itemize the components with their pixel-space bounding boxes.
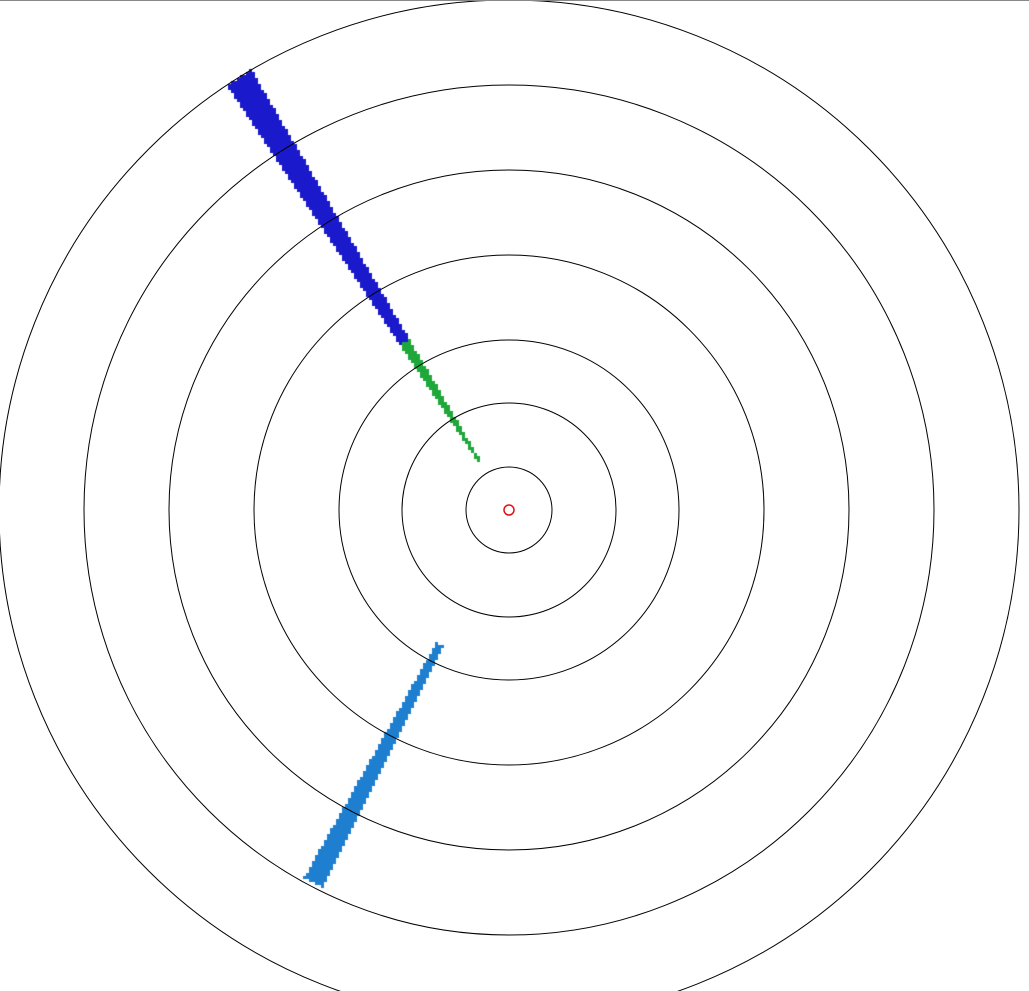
range-ring-3 [338, 339, 680, 681]
range-ring-2 [401, 402, 617, 618]
radar-site-icon [503, 504, 515, 516]
range-ring-5 [168, 169, 850, 851]
frame-border [0, 0, 1029, 1]
range-ring-1 [465, 466, 553, 554]
range-ring-6 [83, 84, 935, 936]
range-ring-4 [253, 254, 765, 766]
